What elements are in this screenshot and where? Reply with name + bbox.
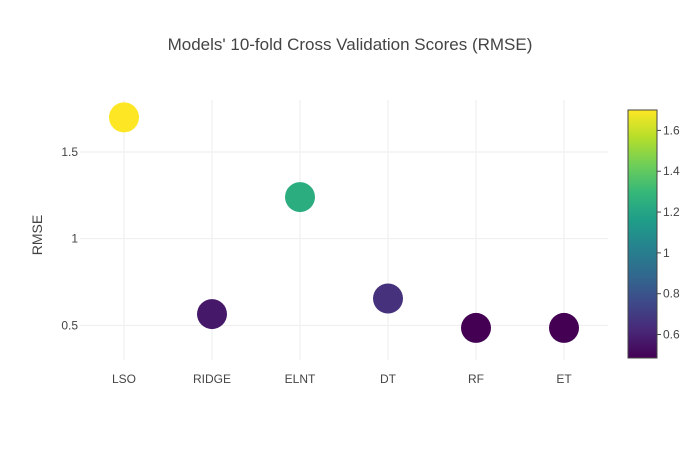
x-tick-label: DT	[380, 372, 397, 386]
chart-title: Models' 10-fold Cross Validation Scores …	[168, 35, 533, 54]
colorbar-tick-label: 0.8	[663, 287, 680, 301]
y-axis-ticks: 0.5 1 1.5	[61, 145, 78, 332]
colorbar-ticks: 0.6 0.8 1 1.2 1.4 1.6	[657, 123, 680, 342]
colorbar: 0.6 0.8 1 1.2 1.4 1.6	[627, 109, 680, 359]
colorbar-gradient	[627, 109, 658, 359]
data-point-elnt	[285, 182, 315, 213]
x-tick-label: ET	[556, 372, 572, 386]
y-tick-label: 0.5	[61, 318, 78, 332]
colorbar-tick-label: 1.6	[663, 123, 680, 137]
data-point-dt	[373, 283, 403, 314]
y-tick-label: 1	[71, 232, 78, 246]
x-tick-label: RIDGE	[193, 372, 231, 386]
data-point-lso	[109, 102, 139, 133]
colorbar-tick-label: 1.2	[663, 205, 680, 219]
colorbar-tick-label: 1	[663, 246, 670, 260]
x-tick-label: RF	[468, 372, 484, 386]
data-point-rf	[461, 312, 491, 343]
x-tick-label: ELNT	[285, 372, 316, 386]
y-tick-label: 1.5	[61, 145, 78, 159]
data-point-et	[549, 312, 579, 343]
data-markers	[109, 102, 579, 343]
grid-lines	[80, 100, 608, 360]
x-axis-ticks: LSO RIDGE ELNT DT RF ET	[112, 372, 572, 386]
y-axis-title: RMSE	[29, 215, 45, 255]
colorbar-tick-label: 0.6	[663, 328, 680, 342]
x-tick-label: LSO	[112, 372, 136, 386]
data-point-ridge	[197, 299, 227, 330]
colorbar-tick-label: 1.4	[663, 164, 680, 178]
